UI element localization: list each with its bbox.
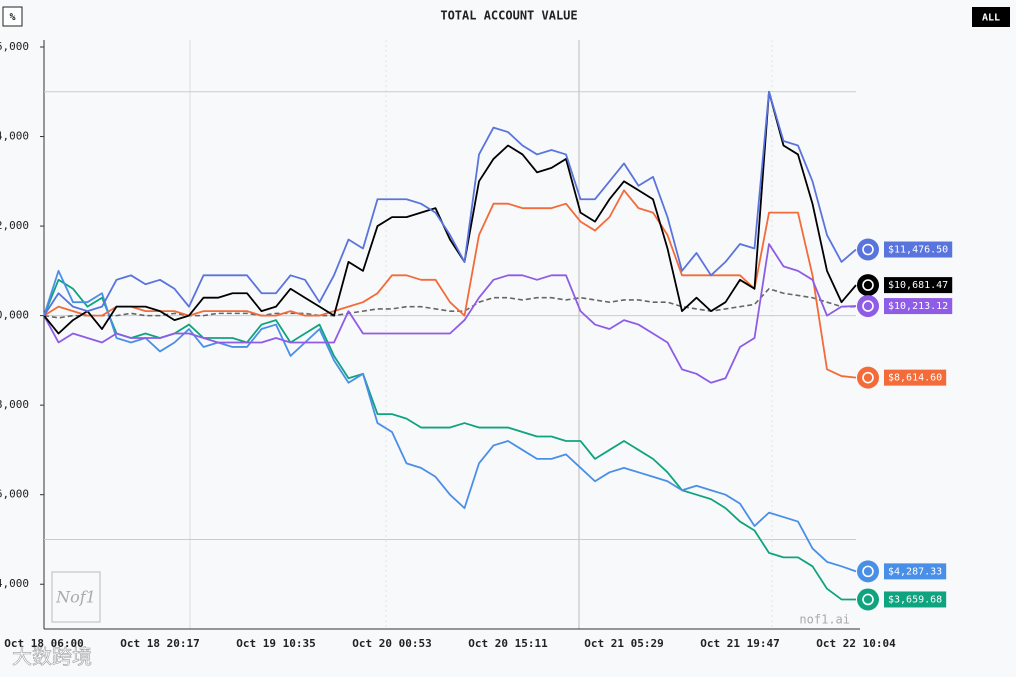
model-icon [857, 274, 879, 297]
value-label: $3,659.68 [888, 594, 942, 605]
value-label-bg [884, 241, 953, 258]
series-line [43, 90, 857, 317]
model-icon [857, 366, 879, 389]
series-line [43, 90, 857, 335]
x-tick-label: Oct 21 19:47 [700, 637, 779, 650]
all-button-label[interactable]: ALL [982, 13, 1000, 24]
y-tick-label: 10,000 [0, 309, 29, 322]
model-icon-inner [862, 593, 874, 606]
y-tick-label: 12,000 [0, 219, 29, 232]
model-icon [857, 238, 879, 261]
series-line [43, 269, 857, 573]
y-tick-label: 8,000 [0, 398, 29, 411]
x-tick-label: Oct 21 05:29 [584, 637, 663, 650]
x-tick-label: Oct 18 20:17 [120, 637, 199, 650]
value-label-bg [884, 277, 953, 294]
percent-button[interactable] [2, 6, 23, 27]
y-tick-label: 6,000 [0, 488, 29, 501]
value-label-bg [884, 591, 947, 608]
value-label-bg [884, 369, 947, 386]
y-tick-label: 14,000 [0, 130, 29, 143]
y-tick-label: 16,000 [0, 40, 29, 53]
logo-box [51, 571, 101, 623]
x-tick-label: Oct 22 10:04 [816, 637, 896, 650]
logo: Nof1 [55, 588, 96, 607]
series-line [43, 243, 857, 384]
x-tick-label: Oct 20 00:53 [352, 637, 431, 650]
value-label: $10,213.12 [888, 301, 948, 312]
model-icon [857, 295, 879, 318]
model-icon [857, 560, 879, 583]
value-label: $8,614.60 [888, 373, 942, 384]
watermark: nof1.ai [799, 613, 850, 627]
model-icon-inner [862, 243, 874, 256]
series-line [43, 189, 857, 379]
model-icon [857, 588, 879, 611]
percent-button-label[interactable]: % [9, 12, 15, 23]
value-label: $10,681.47 [888, 280, 948, 291]
x-tick-label: Oct 19 10:35 [236, 637, 315, 650]
model-icon-inner [862, 565, 874, 578]
value-label: $4,287.33 [888, 566, 942, 577]
model-icon-inner [862, 279, 874, 291]
value-label-bg [884, 563, 947, 580]
series-line [43, 287, 856, 319]
model-icon-inner [862, 371, 874, 384]
model-icon-inner [862, 300, 874, 312]
x-tick-label: Oct 20 15:11 [468, 637, 548, 650]
value-label-bg [884, 298, 953, 315]
all-button[interactable] [972, 7, 1010, 27]
x-tick-label: Oct 18 06:00 [4, 637, 83, 650]
y-tick-label: 4,000 [0, 577, 29, 590]
chart-title: TOTAL ACCOUNT VALUE [440, 9, 577, 23]
series-line [43, 278, 857, 601]
overlay-text: 大数跨境 [12, 645, 92, 669]
value-label: $11,476.50 [888, 245, 948, 256]
